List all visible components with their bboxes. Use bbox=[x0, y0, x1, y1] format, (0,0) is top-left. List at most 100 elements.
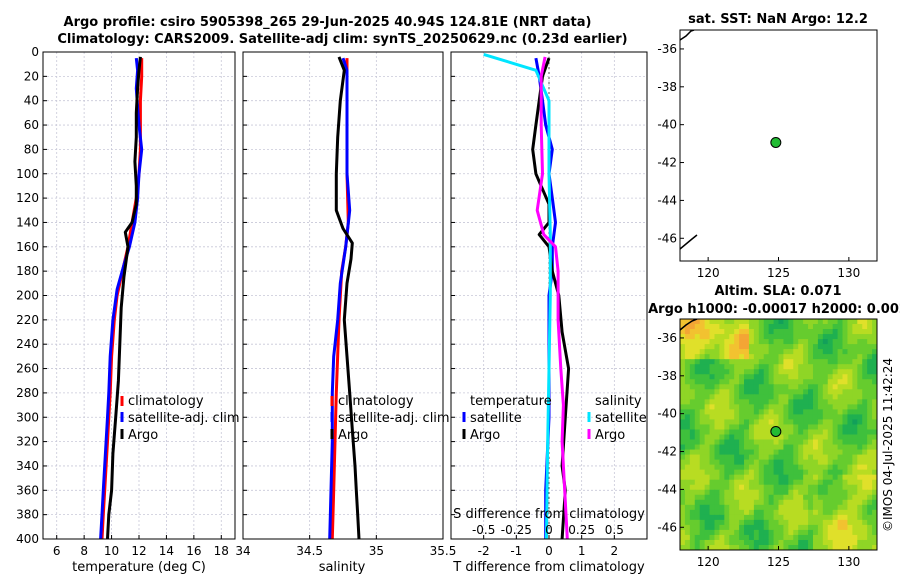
series-line-argo bbox=[334, 56, 361, 539]
sla-cell bbox=[862, 489, 868, 496]
sla-cell bbox=[852, 379, 858, 385]
sla-cell bbox=[852, 409, 858, 416]
sla-cell bbox=[822, 519, 829, 526]
sla-cell bbox=[744, 384, 750, 390]
sla-cell bbox=[852, 529, 858, 536]
sla-cell bbox=[872, 464, 877, 471]
sla-cell bbox=[709, 344, 716, 350]
sla-cell bbox=[709, 514, 716, 521]
sla-cell bbox=[793, 344, 799, 350]
sla-cell bbox=[837, 324, 844, 330]
sla-cell bbox=[748, 389, 755, 395]
sla-cell bbox=[768, 394, 775, 400]
sla-cell bbox=[827, 469, 834, 476]
sla-cell bbox=[704, 319, 711, 325]
sla-cell bbox=[714, 394, 720, 400]
sla-cell bbox=[763, 389, 770, 395]
sla-cell bbox=[768, 384, 775, 390]
sla-cell bbox=[748, 329, 755, 335]
sla-cell bbox=[872, 434, 877, 441]
sla-cell bbox=[847, 329, 853, 335]
sla-cell bbox=[684, 324, 691, 330]
sla-cell bbox=[793, 389, 799, 395]
sla-cell bbox=[817, 454, 824, 461]
sla-cell bbox=[729, 349, 735, 355]
sla-cell bbox=[739, 529, 745, 536]
sla-cell bbox=[832, 439, 839, 446]
sla-cell bbox=[822, 539, 829, 546]
sla-cell bbox=[803, 434, 809, 441]
sla-cell bbox=[817, 349, 824, 355]
sla-cell bbox=[867, 474, 873, 481]
sla-cell bbox=[758, 439, 765, 446]
sla-cell bbox=[798, 454, 804, 461]
sla-cell bbox=[724, 469, 730, 476]
sla-cell bbox=[827, 394, 834, 400]
sla-cell bbox=[852, 504, 858, 511]
sla-cell bbox=[803, 464, 809, 471]
sla-cell bbox=[753, 374, 760, 380]
sla-cell bbox=[793, 354, 799, 360]
sla-cell bbox=[867, 489, 873, 496]
x-tick-label: 0 bbox=[545, 544, 553, 558]
sla-cell bbox=[704, 334, 711, 340]
sla-cell bbox=[817, 404, 824, 410]
sla-cell bbox=[763, 319, 770, 325]
sla-cell bbox=[739, 424, 745, 431]
sla-cell bbox=[689, 394, 696, 400]
sla-cell bbox=[753, 474, 760, 481]
sla-cell bbox=[739, 539, 745, 546]
sla-cell bbox=[680, 434, 686, 441]
sla-cell bbox=[704, 414, 711, 421]
sla-cell bbox=[832, 504, 839, 511]
sla-cell bbox=[748, 514, 755, 521]
sla-cell bbox=[817, 324, 824, 330]
sla-cell bbox=[832, 379, 839, 385]
sla-cell bbox=[798, 544, 804, 550]
sla-cell bbox=[817, 414, 824, 421]
sla-cell bbox=[714, 489, 720, 496]
sla-cell bbox=[729, 384, 735, 390]
sla-cell bbox=[872, 439, 877, 446]
sla-cell bbox=[699, 389, 706, 395]
sla-cell bbox=[734, 444, 740, 451]
sla-cell bbox=[793, 379, 799, 385]
sla-cell bbox=[699, 494, 706, 501]
sla-cell bbox=[832, 429, 839, 436]
sla-cell bbox=[689, 374, 696, 380]
sla-cell bbox=[778, 529, 785, 536]
sla-cell bbox=[748, 379, 755, 385]
sla-cell bbox=[704, 339, 711, 345]
sla-cell bbox=[763, 439, 770, 446]
sla-cell bbox=[704, 459, 711, 466]
sla-cell bbox=[798, 319, 804, 325]
sla-cell bbox=[788, 414, 794, 421]
sla-cell bbox=[758, 394, 765, 400]
sla-cell bbox=[748, 504, 755, 511]
sla-cell bbox=[857, 339, 863, 345]
sla-cell bbox=[867, 534, 873, 541]
sla-cell bbox=[680, 329, 686, 335]
sla-cell bbox=[857, 359, 863, 365]
sla-cell bbox=[699, 329, 706, 335]
sla-cell bbox=[793, 484, 799, 491]
difference-legend: temperature satellite Argo salinity sate… bbox=[462, 394, 647, 443]
sla-cell bbox=[783, 379, 789, 385]
sla-cell bbox=[694, 464, 701, 471]
sla-cell bbox=[822, 349, 829, 355]
sla-cell bbox=[832, 364, 839, 370]
sla-cell bbox=[842, 354, 849, 360]
x-tick-label: 18 bbox=[214, 544, 229, 558]
sla-cell bbox=[724, 389, 730, 395]
sla-cell bbox=[719, 364, 725, 370]
sla-cell bbox=[832, 454, 839, 461]
sla-cell bbox=[758, 524, 765, 531]
sla-cell bbox=[872, 399, 877, 405]
sla-cell bbox=[798, 509, 804, 516]
sla-cell bbox=[837, 444, 844, 451]
sla-cell bbox=[817, 499, 824, 506]
sla-cell bbox=[778, 334, 785, 340]
sla-cell bbox=[753, 329, 760, 335]
sla-cell bbox=[847, 404, 853, 410]
legend-title-salinity: salinity bbox=[595, 394, 642, 409]
